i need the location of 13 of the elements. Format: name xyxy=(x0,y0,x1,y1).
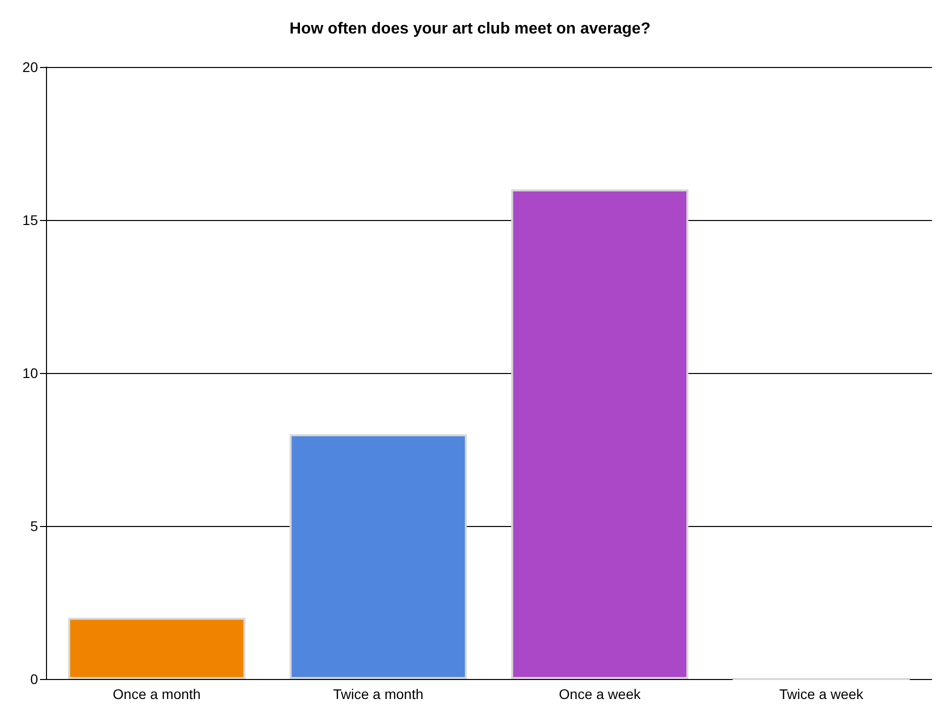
bar xyxy=(290,434,467,679)
y-tick-label: 5 xyxy=(30,518,38,534)
y-tick-label: 20 xyxy=(22,59,38,75)
bar xyxy=(511,189,688,679)
x-tick-label: Twice a week xyxy=(779,686,864,702)
y-tick-label: 10 xyxy=(22,365,38,381)
x-tick-label: Once a week xyxy=(558,686,642,702)
x-tick-label: Twice a month xyxy=(333,686,424,702)
bar xyxy=(68,618,246,679)
y-tick-label: 0 xyxy=(30,671,38,687)
y-tick-label: 15 xyxy=(22,212,38,228)
chart-title: How often does your art club meet on average? xyxy=(290,20,650,38)
x-tick-label: Once a month xyxy=(112,686,201,702)
